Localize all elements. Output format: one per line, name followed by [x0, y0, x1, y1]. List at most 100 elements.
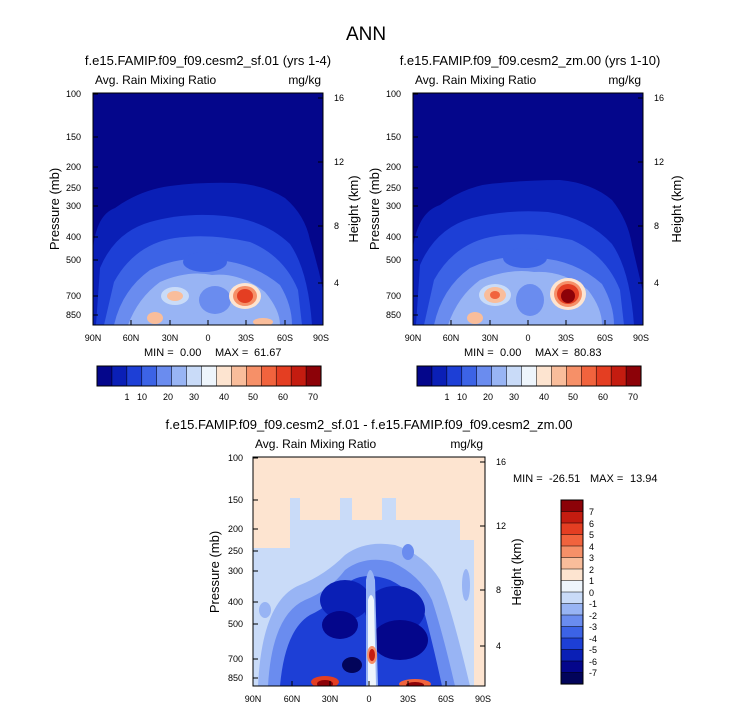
- colorbar-swatch: [461, 365, 478, 387]
- colorbar-swatch: [560, 660, 584, 674]
- panel-b-ylabel: Pressure (mb): [367, 168, 382, 250]
- panel-b-colorbar-label: 40: [539, 392, 549, 402]
- panel-b-y-axis: 100 150 200 250 300 400 500 700 850 Pres…: [367, 89, 418, 320]
- panel-b-colorbar-label: 20: [483, 392, 493, 402]
- panel-c-min-value: -26.51: [549, 473, 580, 485]
- panel-c-field: [253, 457, 485, 686]
- panel-b-colorbar-label: 30: [509, 392, 519, 402]
- panel-a-y-axis: 100 150 200 250 300 400 500 700 850 Pres…: [47, 89, 98, 320]
- colorbar-swatch: [536, 365, 552, 387]
- panel-b-colorbar-label: 60: [598, 392, 608, 402]
- panel-c-colorbar-label: 2: [589, 565, 594, 575]
- panel-c-xtick: 30N: [322, 694, 339, 704]
- colorbar-swatch: [96, 365, 113, 387]
- panel-b-colorbar: 1 10 20 30 40 50 60 70: [416, 365, 642, 402]
- panel-c-y2label: Height (km): [509, 538, 524, 605]
- panel-b-colorbar-label: 50: [568, 392, 578, 402]
- panel-b-subtitle-right: mg/kg: [608, 73, 641, 87]
- panel-a-ytick: 300: [66, 201, 81, 211]
- panel-b-ytick: 300: [386, 201, 401, 211]
- panel-c-min-label: MIN =: [513, 473, 543, 485]
- panel-c-xtick: 0: [366, 694, 371, 704]
- panel-b-xtick: 90S: [633, 333, 649, 343]
- panel-a-ytick: 500: [66, 255, 81, 265]
- panel-a-ytick: 100: [66, 89, 81, 99]
- panel-c-colorbar: 7 6 5 4 3 2 1 0 -1 -2 -3 -4 -5 -6 -7: [560, 499, 597, 685]
- panel-a-colorbar-label: 50: [248, 392, 258, 402]
- panel-c-colorbar-label: -7: [589, 668, 597, 678]
- panel-b-xtick: 90N: [405, 333, 422, 343]
- panel-a-max-label: MAX =: [215, 347, 248, 359]
- panel-b-xtick: 30S: [558, 333, 574, 343]
- panel-c-colorbar-label: -4: [589, 634, 597, 644]
- panel-b-y2tick: 16: [654, 93, 664, 103]
- panel-a-colorbar-label: 70: [308, 392, 318, 402]
- panel-c-ytick: 850: [228, 673, 243, 683]
- panel-c-colorbar-label: 7: [589, 507, 594, 517]
- panel-c-colorbar-label: 4: [589, 542, 594, 552]
- colorbar-swatch: [560, 568, 584, 582]
- panel-a-y2tick: 16: [334, 93, 344, 103]
- panel-a-ytick: 850: [66, 310, 81, 320]
- panel-b-ytick: 500: [386, 255, 401, 265]
- panel-a-subtitle-left: Avg. Rain Mixing Ratio: [95, 73, 216, 87]
- colorbar-swatch: [171, 365, 188, 387]
- figure-title: ANN: [346, 24, 386, 45]
- panel-b-ytick: 150: [386, 132, 401, 142]
- panel-c-y-axis: 100 150 200 250 300 400 500 700 850 Pres…: [207, 453, 258, 683]
- panel-c-colorbar-label: -3: [589, 622, 597, 632]
- panel-a-colorbar-label: 20: [163, 392, 173, 402]
- colorbar-swatch: [560, 534, 584, 547]
- panel-a: f.e15.FAMIP.f09_f09.cesm2_sf.01 (yrs 1-4…: [47, 53, 361, 402]
- colorbar-swatch: [595, 365, 612, 387]
- colorbar-swatch: [231, 365, 247, 387]
- panel-a-subtitle-right: mg/kg: [288, 73, 321, 87]
- panel-a-xtick: 90S: [313, 333, 329, 343]
- panel-c-y2tick: 12: [496, 521, 506, 531]
- colorbar-swatch: [446, 365, 463, 387]
- panel-c-minmax: MIN = -26.51 MAX = 13.94: [513, 473, 658, 485]
- colorbar-swatch: [186, 365, 203, 387]
- colorbar-swatch: [506, 365, 523, 387]
- panel-a-ytick: 200: [66, 162, 81, 172]
- panel-a-colorbar-label: 1: [124, 392, 129, 402]
- panel-b-title: f.e15.FAMIP.f09_f09.cesm2_zm.00 (yrs 1-1…: [400, 53, 661, 68]
- panel-b-xtick: 60S: [597, 333, 613, 343]
- panel-c-colorbar-label: 5: [589, 530, 594, 540]
- colorbar-swatch: [560, 672, 584, 685]
- panel-a-minmax: MIN = 0.00 MAX = 61.67: [144, 347, 282, 359]
- panel-a-field: [93, 93, 323, 325]
- panel-c-colorbar-label: 0: [589, 588, 594, 598]
- panel-b-min-label: MIN =: [464, 347, 494, 359]
- panel-b-field: [413, 93, 643, 325]
- panel-b-ytick: 700: [386, 291, 401, 301]
- panel-b-y2-axis: 16 12 8 4 Height (km): [638, 93, 684, 288]
- panel-a-xtick: 0: [205, 333, 210, 343]
- colorbar-swatch: [476, 365, 493, 387]
- panel-c-colorbar-label: -2: [589, 611, 597, 621]
- panel-b-max-value: 80.83: [574, 347, 602, 359]
- panel-b-xtick: 0: [525, 333, 530, 343]
- colorbar-swatch: [551, 365, 567, 387]
- panel-c-x-axis: 90N 60N 30N 0 30S 60S 90S: [245, 681, 491, 704]
- colorbar-swatch: [560, 499, 584, 513]
- colorbar-swatch: [560, 637, 584, 651]
- panel-c-ytick: 150: [228, 495, 243, 505]
- panel-b-subtitle-left: Avg. Rain Mixing Ratio: [415, 73, 536, 87]
- panel-a-max-value: 61.67: [254, 347, 282, 359]
- panel-b-y2tick: 4: [654, 278, 659, 288]
- panel-b-ytick: 400: [386, 232, 401, 242]
- panel-c-ytick: 700: [228, 654, 243, 664]
- panel-a-title: f.e15.FAMIP.f09_f09.cesm2_sf.01 (yrs 1-4…: [85, 53, 331, 68]
- panel-b-xtick: 60N: [443, 333, 460, 343]
- panel-c-colorbar-label: -6: [589, 657, 597, 667]
- panel-a-y2tick: 8: [334, 221, 339, 231]
- panel-b-colorbar-label: 10: [457, 392, 467, 402]
- panel-c-ylabel: Pressure (mb): [207, 531, 222, 613]
- panel-c-max-label: MAX =: [590, 473, 623, 485]
- colorbar-swatch: [126, 365, 143, 387]
- colorbar-swatch: [625, 365, 642, 387]
- panel-a-y2tick: 4: [334, 278, 339, 288]
- panel-c: f.e15.FAMIP.f09_f09.cesm2_sf.01 - f.e15.…: [165, 417, 657, 704]
